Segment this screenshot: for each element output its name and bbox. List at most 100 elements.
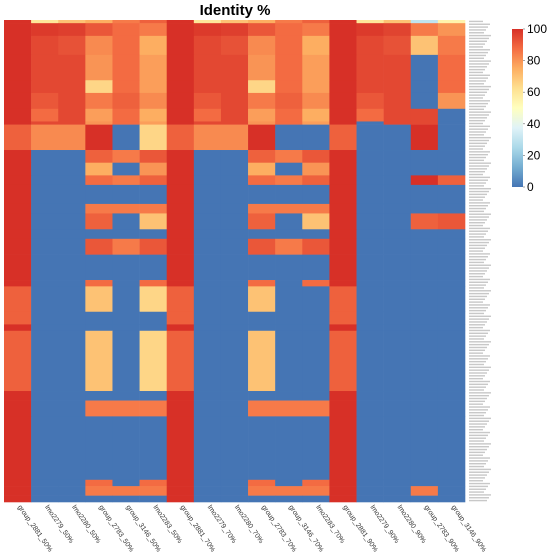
row-label-mark — [469, 278, 490, 281]
heatmap-cell — [383, 124, 412, 151]
row-label-mark — [469, 392, 491, 394]
heatmap-cell — [356, 254, 384, 281]
row-label-mark — [469, 37, 489, 40]
heatmap-cell — [220, 203, 249, 214]
row-label-mark — [469, 267, 489, 269]
heatmap-cell — [193, 184, 222, 205]
row-label-mark — [469, 284, 486, 286]
heatmap-cell — [112, 203, 140, 214]
heatmap-cell — [356, 162, 384, 176]
row-label-mark — [469, 295, 487, 298]
heatmap-cell — [302, 203, 330, 214]
row-label-mark — [469, 440, 484, 442]
row-label-mark — [469, 397, 487, 400]
heatmap-cell — [302, 213, 330, 230]
heatmap-cell — [356, 486, 384, 496]
heatmap-cell — [112, 80, 140, 94]
heatmap-cell — [166, 486, 195, 496]
row-label-mark — [469, 437, 486, 439]
row-label-mark — [469, 148, 483, 150]
heatmap-cell — [85, 416, 113, 481]
heatmap-cell — [302, 286, 330, 313]
row-label-mark — [469, 448, 487, 451]
heatmap-cell — [139, 23, 168, 37]
heatmap-cell — [58, 330, 86, 392]
heatmap-cell — [31, 175, 59, 186]
row-label-mark — [469, 63, 489, 65]
heatmap-cell — [4, 238, 32, 255]
heatmap-cell — [329, 229, 357, 240]
heatmap-cell — [383, 479, 412, 487]
heatmap-cell — [112, 92, 140, 110]
row-label-mark — [469, 307, 488, 309]
heatmap-cell — [383, 80, 412, 94]
heatmap-cell — [437, 175, 466, 186]
heatmap-cell — [85, 479, 113, 487]
heatmap-cell — [193, 286, 222, 313]
heatmap-cell — [329, 175, 357, 186]
heatmap-cell — [383, 324, 412, 332]
heatmap-cell — [383, 254, 412, 281]
heatmap-cell — [58, 108, 86, 122]
heatmap-cell — [329, 280, 357, 287]
heatmap-cell — [4, 92, 32, 110]
heatmap-cell — [383, 162, 412, 176]
heatmap-cell — [31, 391, 59, 401]
heatmap-cell — [4, 162, 32, 176]
heatmap-cell — [437, 391, 466, 401]
row-label-mark — [469, 131, 486, 133]
heatmap-cell — [220, 280, 249, 287]
heatmap-cell — [31, 54, 59, 81]
heatmap-cell — [166, 150, 195, 163]
row-label-mark — [469, 321, 487, 323]
heatmap-cell — [58, 80, 86, 94]
heatmap-cell — [220, 213, 249, 230]
heatmap-cell — [275, 20, 303, 24]
row-label-mark — [469, 239, 491, 241]
row-label-mark — [469, 153, 488, 156]
heatmap-cell — [112, 495, 140, 503]
heatmap-cell — [356, 124, 384, 151]
heatmap-cell — [112, 400, 140, 417]
heatmap-cell — [166, 391, 195, 401]
heatmap-cell — [329, 80, 357, 94]
heatmap-cell — [302, 162, 330, 176]
heatmap-cell — [112, 35, 140, 56]
heatmap-cell — [112, 280, 140, 287]
heatmap-cell — [302, 486, 330, 496]
heatmap-cell — [220, 80, 249, 94]
heatmap-cell — [302, 121, 330, 125]
heatmap-cell — [437, 286, 466, 313]
heatmap-cell — [410, 286, 439, 313]
row-label-mark — [469, 236, 484, 238]
heatmap-cell — [356, 184, 384, 205]
row-label-mark — [469, 57, 484, 59]
row-label-mark — [469, 346, 487, 349]
row-label-mark — [469, 196, 485, 198]
heatmap-cell — [112, 286, 140, 313]
heatmap-cell — [356, 175, 384, 186]
row-label-mark — [469, 352, 483, 354]
heatmap-cell — [139, 391, 168, 401]
heatmap-cell — [275, 229, 303, 240]
heatmap-cell — [139, 400, 168, 417]
heatmap-cell — [383, 203, 412, 214]
heatmap-cell — [31, 324, 59, 332]
heatmap-cell — [275, 286, 303, 313]
heatmap-cell — [31, 229, 59, 240]
row-label-mark — [469, 142, 487, 145]
column-labels: group_2881_50%lmo2279_50%lmo2280_50%grou… — [16, 504, 487, 553]
heatmap-cell — [410, 229, 439, 240]
heatmap-cell — [383, 121, 412, 125]
heatmap-cell — [437, 416, 466, 481]
heatmap-cell — [437, 54, 466, 81]
row-label-mark — [469, 497, 489, 499]
heatmap-cell — [166, 416, 195, 481]
heatmap-cell — [58, 286, 86, 313]
heatmap-cell — [31, 203, 59, 214]
heatmap-cell — [383, 150, 412, 163]
row-label-mark — [469, 250, 483, 252]
heatmap-cell — [383, 280, 412, 287]
heatmap-cell — [410, 108, 439, 122]
column-label: lmo2280_70% — [233, 504, 264, 545]
